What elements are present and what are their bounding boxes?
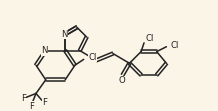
Text: Cl: Cl xyxy=(145,34,153,43)
Text: N: N xyxy=(61,30,68,39)
Text: O: O xyxy=(118,76,125,85)
Text: F: F xyxy=(29,102,34,111)
Text: Cl: Cl xyxy=(89,53,97,62)
Text: F: F xyxy=(42,98,47,107)
Text: N: N xyxy=(41,46,48,55)
Text: F: F xyxy=(21,94,26,103)
Text: Cl: Cl xyxy=(170,41,179,50)
